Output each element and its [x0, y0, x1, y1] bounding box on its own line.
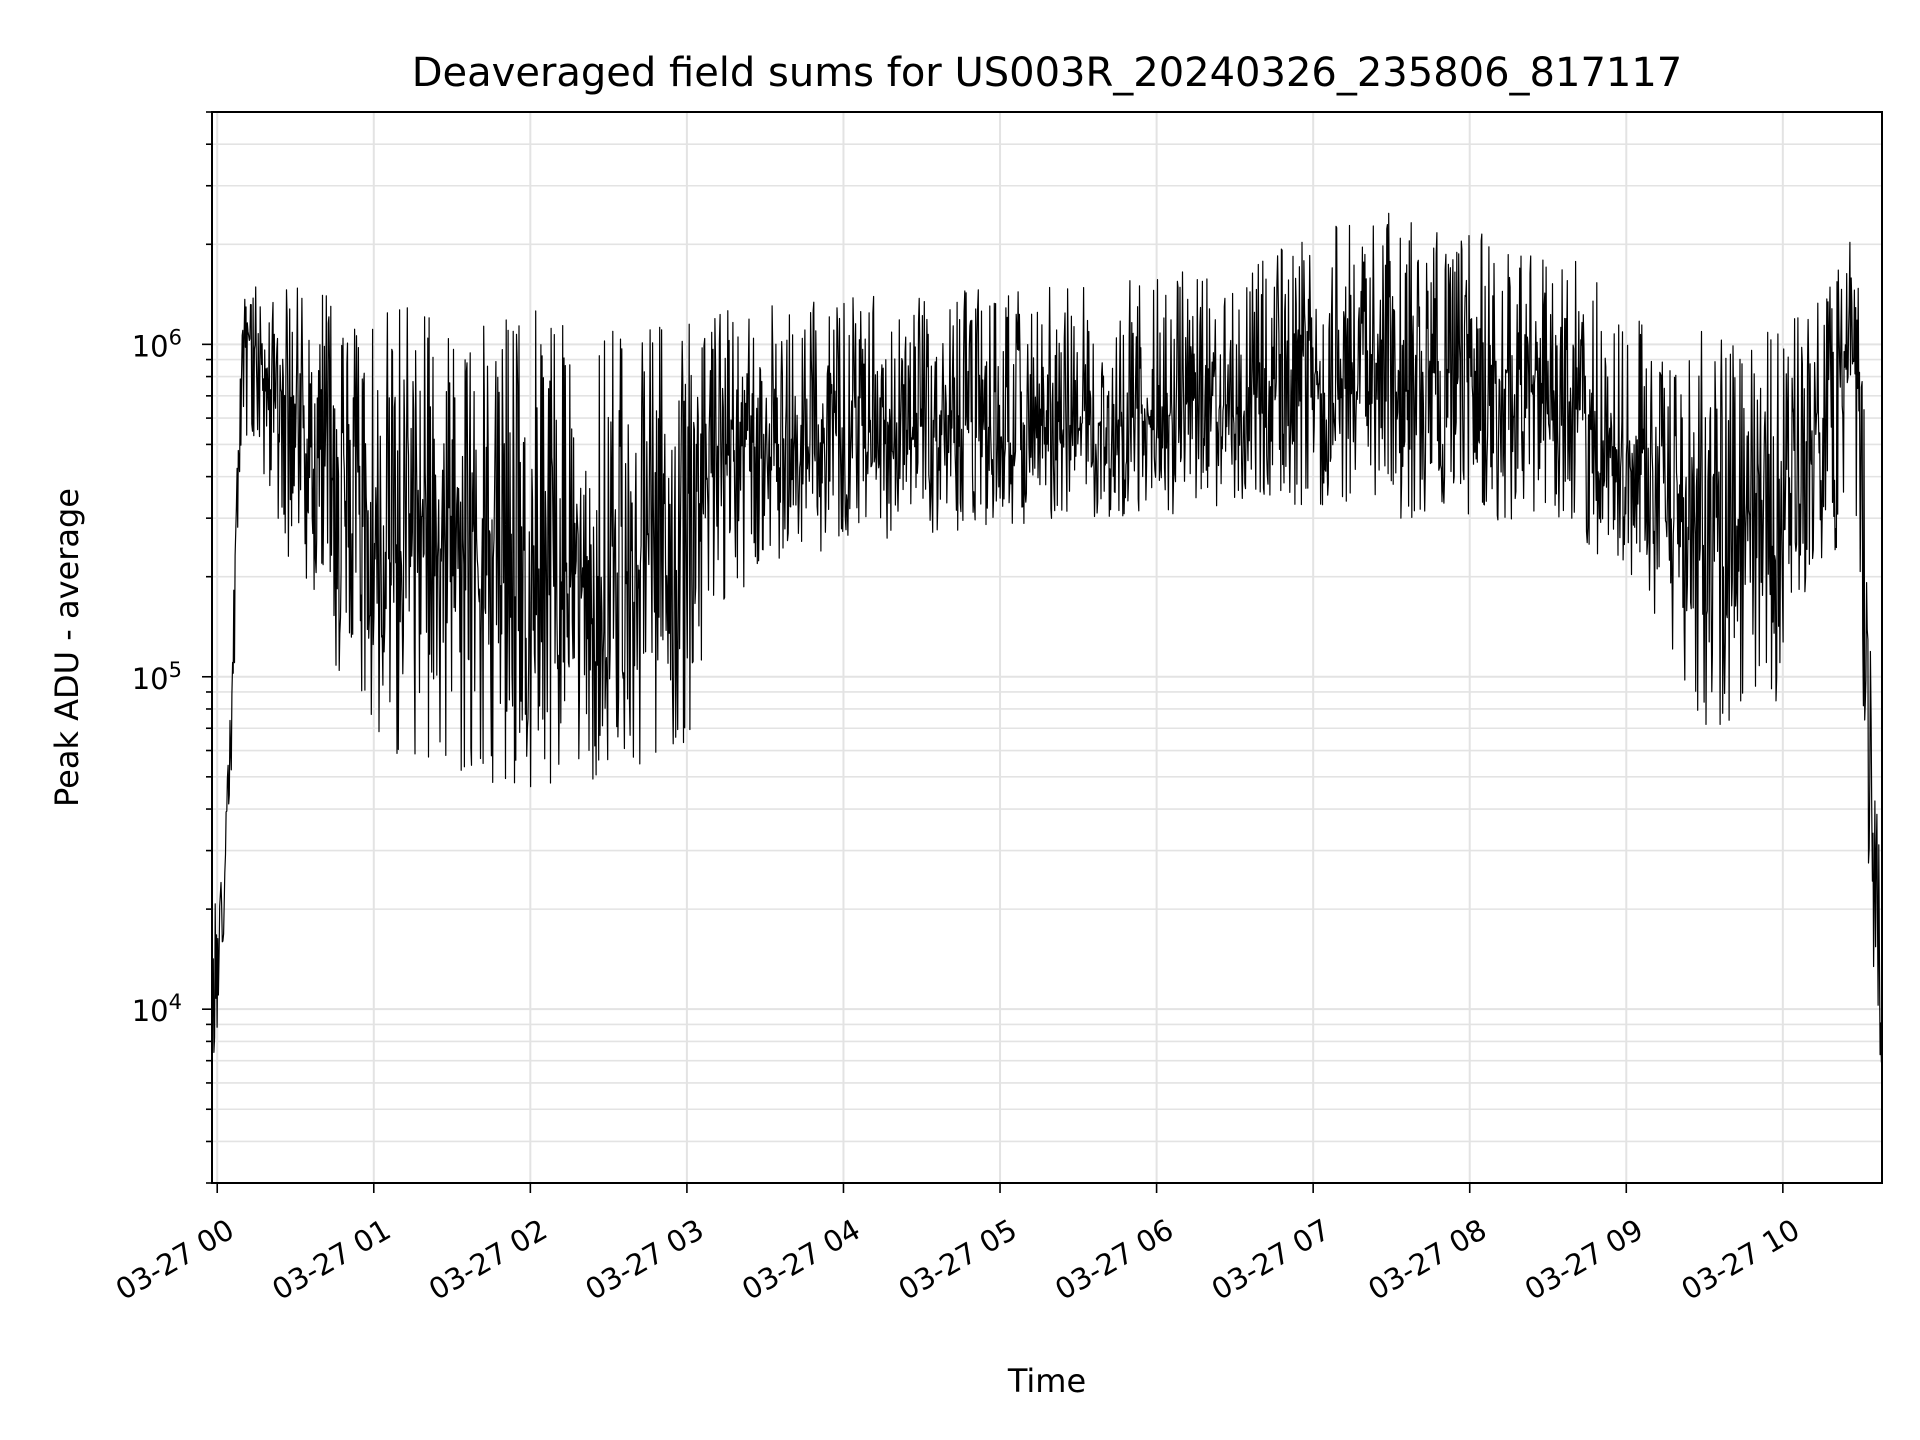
- x-axis-title: Time: [1007, 1362, 1086, 1400]
- y-axis-title: Peak ADU - average: [48, 488, 86, 807]
- plot-frame: [211, 111, 1883, 1184]
- chart-title: Deaveraged field sums for US003R_2024032…: [412, 50, 1683, 96]
- series-line: [211, 212, 1883, 1125]
- series-line-group: [211, 212, 1883, 1125]
